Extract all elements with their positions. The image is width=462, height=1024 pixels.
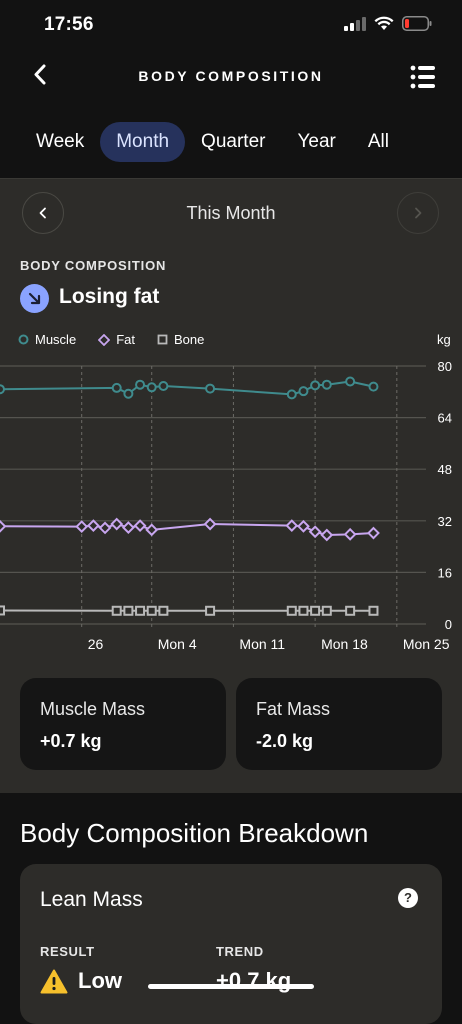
- diamond-marker-icon: [98, 334, 110, 346]
- muscle-point: [299, 387, 307, 395]
- lean-mass-title: Lean Mass: [40, 888, 143, 912]
- tab-year[interactable]: Year: [281, 122, 351, 162]
- tab-week[interactable]: Week: [20, 122, 100, 162]
- page-title: BODY COMPOSITION: [0, 68, 462, 84]
- x-tick-label: Mon 25: [403, 636, 450, 652]
- chart-legend: Muscle Fat Bone: [18, 332, 204, 347]
- x-tick-label: Mon 11: [239, 636, 285, 652]
- fat-point: [345, 529, 355, 539]
- bone-point: [346, 607, 354, 615]
- fat-point: [298, 521, 308, 531]
- muscle-mass-value: +0.7 kg: [40, 731, 102, 752]
- legend-bone-label: Bone: [174, 332, 204, 347]
- legend-muscle-label: Muscle: [35, 332, 76, 347]
- y-axis-unit: kg: [437, 332, 451, 347]
- bone-point: [136, 607, 144, 615]
- bone-point: [299, 607, 307, 615]
- arrow-down-right-icon: [20, 284, 49, 313]
- list-menu-button[interactable]: [410, 64, 436, 90]
- muscle-point: [206, 385, 214, 393]
- status-time: 17:56: [44, 14, 94, 36]
- signal-icon: [344, 17, 366, 31]
- fat-mass-label: Fat Mass: [256, 699, 330, 720]
- bone-point: [311, 607, 319, 615]
- muscle-mass-card[interactable]: Muscle Mass +0.7 kg: [20, 678, 226, 770]
- fat-point: [135, 521, 145, 531]
- fat-point: [322, 530, 332, 540]
- list-icon: [410, 64, 436, 90]
- circle-marker-icon: [18, 334, 29, 345]
- battery-icon: [402, 16, 432, 31]
- fat-point: [123, 523, 133, 533]
- bone-point: [148, 607, 156, 615]
- fat-mass-card[interactable]: Fat Mass -2.0 kg: [236, 678, 442, 770]
- tab-month[interactable]: Month: [100, 122, 185, 162]
- bone-point: [288, 607, 296, 615]
- x-tick-label: Mon 4: [158, 636, 197, 652]
- x-tick-label: Mon 18: [321, 636, 368, 652]
- fat-point: [100, 523, 110, 533]
- fat-point: [287, 521, 297, 531]
- status-icons: [344, 16, 432, 31]
- breakdown-title: Body Composition Breakdown: [20, 818, 368, 849]
- y-tick-label: 64: [438, 411, 452, 426]
- fat-point: [77, 522, 87, 532]
- fat-point: [368, 528, 378, 538]
- bone-point: [0, 606, 4, 614]
- body-composition-chart: 0 16 32 48 64 80 26 Mon 4 Mon 11 Mon 18 Mon 25: [0, 352, 462, 662]
- bone-point: [113, 607, 121, 615]
- muscle-point: [323, 381, 331, 389]
- help-icon[interactable]: ?: [398, 888, 418, 908]
- trend-value: +0.7 kg: [216, 968, 291, 994]
- muscle-point: [346, 377, 354, 385]
- muscle-mass-label: Muscle Mass: [40, 699, 145, 720]
- result-value: Low: [40, 968, 122, 994]
- square-marker-icon: [157, 334, 168, 345]
- muscle-point: [288, 390, 296, 398]
- period-label: This Month: [0, 203, 462, 224]
- fat-mass-value: -2.0 kg: [256, 731, 313, 752]
- y-tick-label: 32: [438, 514, 452, 529]
- y-tick-label: 48: [438, 462, 452, 477]
- muscle-point: [0, 385, 4, 393]
- bone-point: [323, 607, 331, 615]
- muscle-point: [148, 383, 156, 391]
- legend-fat-label: Fat: [116, 332, 135, 347]
- wifi-icon: [374, 16, 394, 31]
- result-label: RESULT: [40, 944, 95, 959]
- muscle-point: [311, 381, 319, 389]
- fat-point: [147, 525, 157, 535]
- fat-point: [88, 521, 98, 531]
- chevron-right-icon: [413, 207, 423, 219]
- bone-point: [124, 607, 132, 615]
- x-tick-label: 26: [88, 636, 104, 652]
- y-tick-label: 16: [438, 565, 452, 580]
- fat-point: [310, 527, 320, 537]
- bone-point: [206, 607, 214, 615]
- legend-fat: Fat: [98, 332, 135, 347]
- muscle-point: [136, 381, 144, 389]
- bone-point: [159, 607, 167, 615]
- next-period-button[interactable]: [397, 192, 439, 234]
- legend-bone: Bone: [157, 332, 204, 347]
- muscle-point: [159, 382, 167, 390]
- y-tick-label: 80: [438, 359, 452, 374]
- muscle-point: [124, 390, 132, 398]
- bone-point: [369, 607, 377, 615]
- tab-all[interactable]: All: [352, 122, 405, 162]
- lean-mass-card[interactable]: Lean Mass ? RESULT TREND Low +0.7 kg: [20, 864, 442, 1024]
- y-tick-label: 0: [445, 617, 452, 632]
- legend-muscle: Muscle: [18, 332, 76, 347]
- muscle-point: [369, 383, 377, 391]
- home-indicator: [148, 984, 314, 989]
- trend-status: Losing fat: [59, 285, 159, 309]
- section-eyebrow: BODY COMPOSITION: [20, 258, 166, 273]
- warning-icon: [40, 969, 68, 994]
- fat-point: [0, 521, 5, 531]
- tab-quarter[interactable]: Quarter: [185, 122, 281, 162]
- trend-label: TREND: [216, 944, 264, 959]
- period-tabs: Week Month Quarter Year All: [20, 122, 405, 162]
- muscle-point: [113, 384, 121, 392]
- result-value-text: Low: [78, 968, 122, 994]
